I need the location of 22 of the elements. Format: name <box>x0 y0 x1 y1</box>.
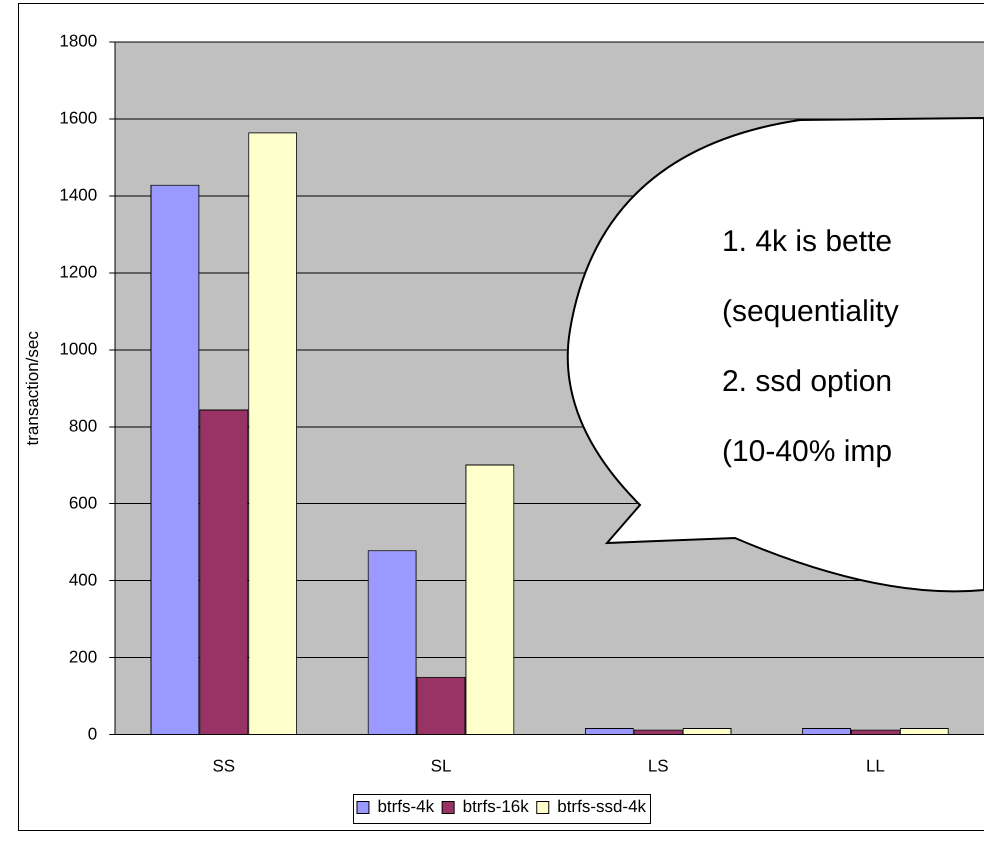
legend-label: btrfs-16k <box>462 797 530 816</box>
x-tick-label: LL <box>866 756 885 776</box>
x-tick-label: SL <box>430 756 452 776</box>
annotation: 1. 4k is bette <box>722 225 892 259</box>
y-tick-label: 400 <box>68 570 98 590</box>
y-tick-label: 600 <box>68 493 98 512</box>
y-tick-label: 0 <box>88 724 98 744</box>
legend-label: btrfs-4k <box>377 797 435 816</box>
annotation: (sequentiality <box>722 295 899 329</box>
y-tick-label: 800 <box>68 416 98 436</box>
y-tick-label: 1000 <box>59 340 98 359</box>
y-tick-label: 1400 <box>59 186 98 205</box>
x-tick-label: SS <box>212 756 236 776</box>
y-tick-label: 200 <box>68 647 98 666</box>
y-tick-label: 1200 <box>59 262 98 282</box>
y-tick-label: 1600 <box>59 108 98 128</box>
y-axis-title: transaction/sec <box>22 330 42 446</box>
y-tick-label: 1800 <box>59 32 98 51</box>
annotation: 2. ssd option <box>722 365 892 399</box>
annotation: (10-40% imp <box>722 435 892 469</box>
legend-label: btrfs-ssd-4k <box>557 797 647 816</box>
x-tick-label: LS <box>648 756 669 776</box>
